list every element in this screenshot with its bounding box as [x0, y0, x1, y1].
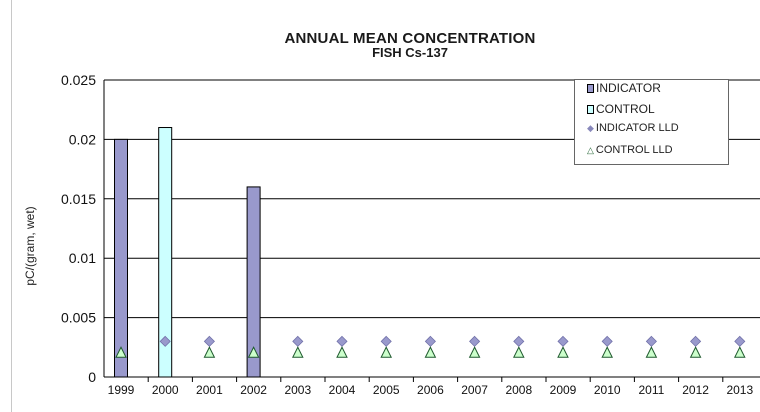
marker-diamond [380, 335, 392, 347]
marker-diamond [203, 335, 215, 347]
marker-triangle [247, 346, 260, 358]
chart-title: ANNUAL MEAN CONCENTRATION [284, 30, 536, 47]
legend: INDICATOR CONTROL ◆ INDICATOR LLD △ CONT… [574, 79, 729, 165]
marker-triangle [557, 346, 569, 358]
legend-label-indicator-lld: INDICATOR LLD [595, 122, 679, 134]
y-tick-label: 0.01 [69, 250, 96, 266]
marker-diamond [336, 335, 348, 347]
marker-triangle [203, 346, 216, 358]
x-tick-label: 2001 [196, 383, 223, 397]
markers [115, 335, 746, 358]
x-tick-label: 2008 [505, 383, 532, 397]
marker-diamond [424, 335, 436, 347]
y-ticks: 0 0.005 0.01 0.015 0.02 0.025 [61, 72, 96, 385]
x-tick-label: 2000 [152, 383, 179, 397]
x-tick-label: 2013 [726, 383, 753, 397]
marker-diamond [513, 335, 525, 347]
legend-swatch-control [587, 104, 594, 114]
marker-diamond [734, 335, 746, 347]
legend-label-control: CONTROL [596, 102, 655, 116]
legend-label-indicator: INDICATOR [596, 81, 661, 95]
marker-diamond [469, 335, 481, 347]
marker-triangle [380, 346, 393, 358]
marker-diamond [690, 335, 702, 347]
marker-triangle [512, 346, 525, 358]
y-tick-label: 0.005 [61, 310, 96, 326]
x-tick-label: 2002 [240, 383, 267, 397]
legend-item-indicator: INDICATOR [587, 81, 661, 95]
x-tick-label: 2009 [550, 383, 577, 397]
bar [114, 138, 128, 378]
marker-triangle [115, 346, 127, 358]
marker-triangle [645, 346, 658, 358]
x-tick-label: 2004 [329, 383, 356, 397]
y-tick-label: 0.025 [61, 72, 96, 88]
marker-triangle [689, 346, 702, 358]
legend-label-control-lld: CONTROL LLD [595, 144, 673, 156]
bar [246, 186, 261, 378]
x-tick-label: 2003 [284, 383, 311, 397]
left-border [11, 0, 12, 412]
x-tick-label: 2007 [461, 383, 488, 397]
marker-triangle [336, 346, 348, 358]
legend-item-control: CONTROL [587, 102, 655, 116]
x-tick-label: 2006 [417, 383, 444, 397]
marker-triangle [601, 346, 614, 358]
x-ticks: 1999 2000 2001 2002 2003 2004 2005 2006 2007 2008… [108, 377, 753, 397]
x-tick-label: 2005 [373, 383, 400, 397]
legend-item-control-lld: △ CONTROL LLD [587, 144, 673, 156]
marker-triangle [291, 346, 304, 358]
x-tick-label: 2011 [638, 383, 664, 397]
y-tick-label: 0 [88, 369, 96, 385]
x-tick-label: 1999 [108, 383, 135, 397]
y-tick-label: 0.02 [69, 131, 96, 147]
diamond-icon: ◆ [587, 122, 594, 133]
bar [158, 127, 173, 378]
triangle-icon: △ [587, 144, 594, 155]
x-tick-label: 2012 [682, 383, 709, 397]
marker-triangle [468, 346, 481, 358]
legend-swatch-indicator [587, 83, 594, 93]
marker-diamond [292, 335, 304, 347]
legend-item-indicator-lld: ◆ INDICATOR LLD [587, 122, 679, 134]
marker-triangle [424, 346, 437, 358]
x-tick-label: 2010 [594, 383, 621, 397]
chart-subtitle: FISH Cs-137 [372, 45, 448, 60]
bars [114, 127, 261, 378]
marker-diamond [645, 335, 657, 347]
marker-diamond [601, 335, 613, 347]
marker-diamond [557, 335, 569, 347]
marker-diamond [159, 335, 171, 347]
marker-triangle [733, 346, 746, 358]
y-tick-label: 0.015 [61, 191, 96, 207]
